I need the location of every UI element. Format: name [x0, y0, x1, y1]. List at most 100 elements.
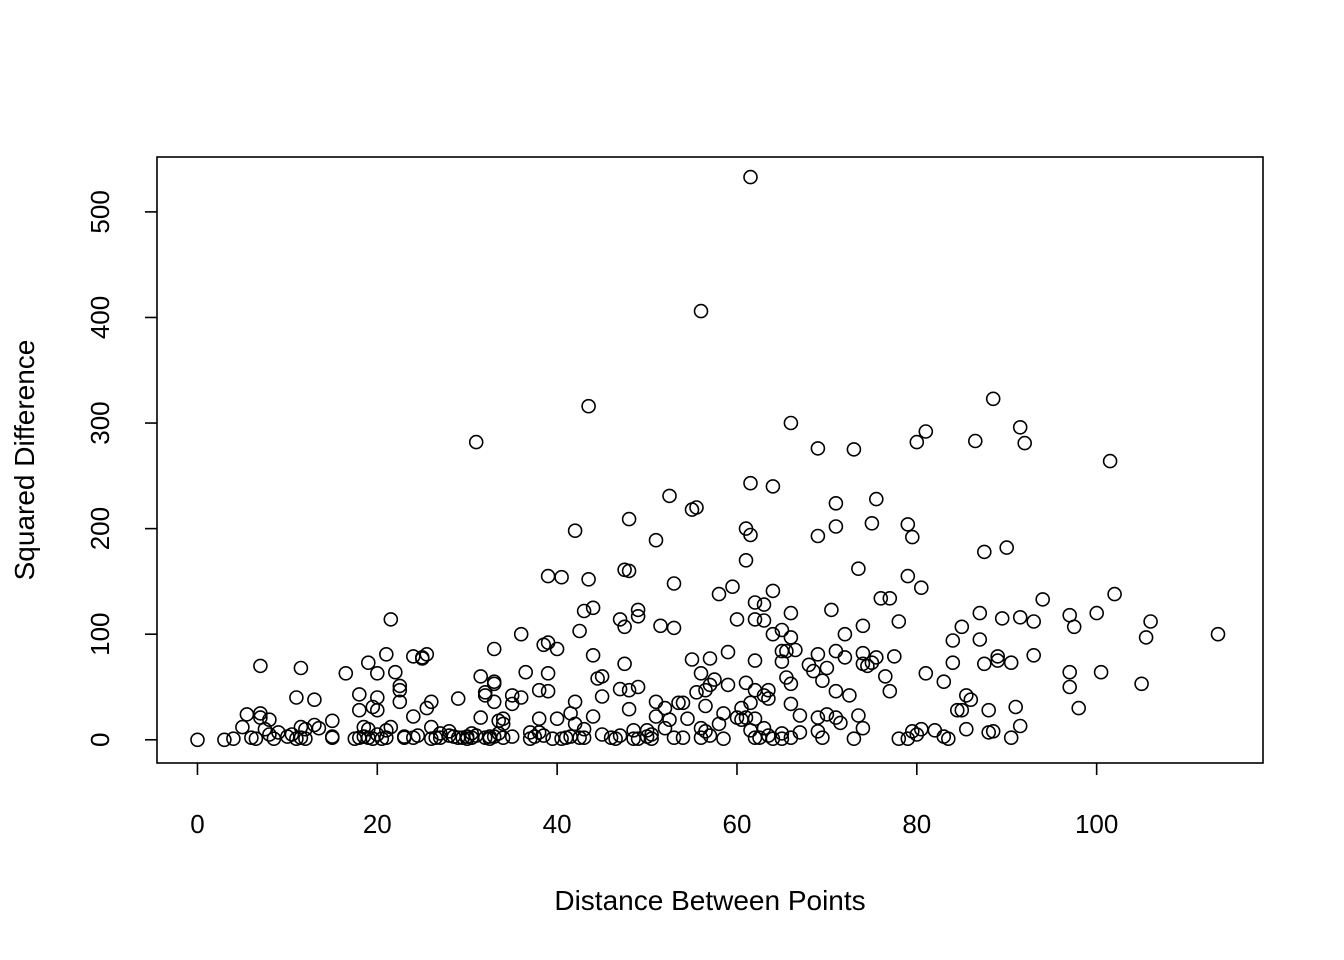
data-point: [311, 720, 327, 736]
data-point: [369, 690, 385, 705]
y-tick-label: 300: [85, 401, 115, 444]
data-point: [1066, 619, 1082, 635]
data-point: [958, 721, 974, 737]
data-point: [423, 694, 439, 710]
data-point: [594, 669, 610, 684]
data-point: [383, 612, 399, 627]
data-point: [756, 597, 772, 612]
data-point: [518, 664, 534, 680]
data-point: [851, 561, 866, 577]
data-point: [976, 544, 992, 560]
x-tick-label: 40: [543, 809, 572, 839]
data-point: [662, 712, 677, 728]
data-point: [725, 579, 740, 595]
data-point: [702, 728, 718, 743]
data-point: [1026, 614, 1041, 629]
data-point: [540, 665, 556, 681]
data-point: [891, 731, 907, 747]
data-point: [486, 694, 502, 710]
data-point: [504, 696, 520, 712]
data-point: [324, 730, 340, 746]
data-point: [531, 711, 547, 727]
data-point: [940, 731, 956, 747]
data-point: [815, 673, 830, 689]
data-point: [828, 643, 844, 659]
data-point: [1210, 626, 1226, 642]
data-point: [711, 586, 727, 602]
data-point: [405, 649, 421, 664]
data-point: [617, 656, 632, 672]
data-point: [994, 611, 1010, 626]
data-point: [549, 711, 565, 727]
x-axis-title: Distance Between Points: [554, 885, 865, 916]
data-point: [608, 731, 623, 747]
data-point: [648, 694, 664, 710]
data-point: [248, 731, 264, 747]
data-point: [783, 696, 799, 712]
data-point: [707, 672, 722, 687]
data-point: [756, 613, 772, 628]
data-point: [945, 633, 961, 648]
y-tick-label: 100: [85, 613, 115, 656]
data-point: [954, 619, 970, 635]
data-point: [882, 683, 898, 699]
x-tick-label: 60: [723, 809, 752, 839]
x-axis: 0 20 40 60 80 100: [190, 763, 1118, 839]
data-point: [410, 728, 426, 743]
data-point: [900, 731, 916, 747]
data-point: [576, 603, 592, 619]
data-point: [644, 731, 659, 747]
data-point: [783, 605, 799, 621]
data-point: [945, 655, 961, 671]
data-point: [855, 720, 871, 736]
data-point: [473, 710, 489, 725]
data-point: [428, 730, 444, 746]
data-point: [720, 677, 736, 693]
data-point: [1107, 586, 1122, 602]
data-point: [792, 725, 808, 740]
data-point: [747, 711, 763, 727]
data-point: [594, 727, 610, 742]
data-point: [972, 632, 988, 647]
data-point: [486, 641, 502, 657]
data-point: [913, 580, 929, 596]
data-point: [810, 646, 826, 662]
data-point: [774, 622, 790, 638]
data-point: [981, 702, 997, 718]
data-point: [626, 731, 641, 747]
x-tick-label: 20: [363, 809, 392, 839]
data-point: [1093, 664, 1109, 680]
data-point: [235, 719, 250, 735]
data-point: [963, 692, 979, 708]
data-point: [666, 620, 682, 636]
data-point: [1003, 655, 1019, 671]
data-point: [756, 720, 772, 736]
data-point: [900, 517, 916, 532]
data-point: [271, 725, 286, 740]
data-point: [720, 644, 736, 660]
data-point: [972, 605, 988, 621]
data-point: [855, 645, 871, 661]
data-point: [900, 568, 916, 584]
data-point: [338, 665, 354, 681]
data-point: [504, 688, 520, 703]
y-tick-label: 200: [85, 507, 115, 550]
data-point: [729, 612, 745, 627]
data-point: [698, 682, 713, 698]
data-point: [810, 710, 826, 725]
data-point: [369, 702, 385, 718]
y-tick-label: 0: [85, 733, 115, 747]
data-point: [567, 694, 583, 710]
data-point: [522, 725, 538, 740]
data-point: [1138, 630, 1154, 645]
data-point: [1003, 730, 1019, 746]
data-point: [540, 568, 556, 584]
data-point: [495, 711, 511, 727]
data-point: [648, 709, 664, 724]
data-point: [837, 650, 853, 665]
data-point: [491, 726, 507, 741]
data-point: [585, 600, 601, 616]
data-point: [927, 722, 943, 738]
data-point: [468, 434, 484, 450]
data-point: [567, 523, 583, 539]
